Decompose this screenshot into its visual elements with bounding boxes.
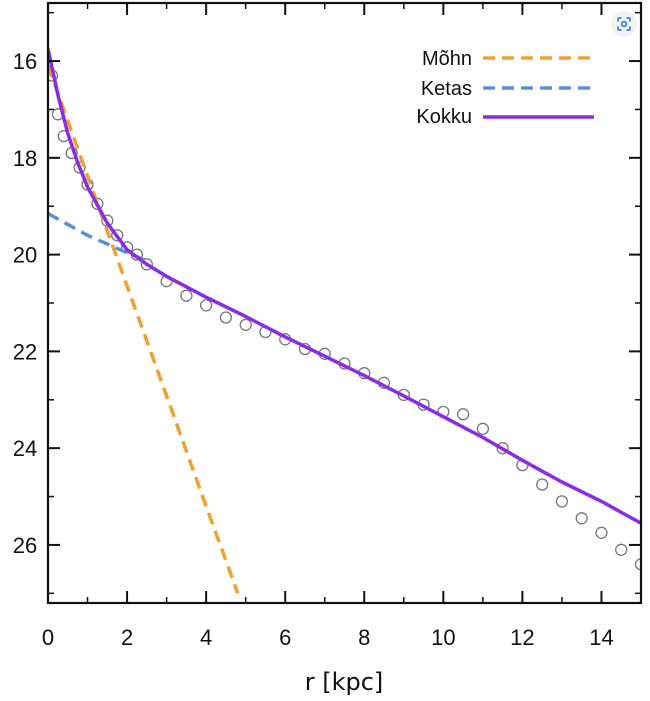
data-point — [120, 241, 134, 254]
data-point — [476, 422, 490, 435]
y-tick-label: 16 — [13, 49, 37, 74]
data-point — [140, 258, 153, 271]
series-line-kokku — [48, 48, 641, 525]
data-point — [536, 478, 549, 491]
data-point — [73, 161, 86, 174]
y-tick-label: 26 — [13, 533, 37, 558]
x-tick-label: 12 — [510, 625, 534, 650]
x-tick-label: 4 — [200, 625, 212, 650]
data-point — [496, 442, 509, 455]
plot-frame — [46, 1, 643, 605]
data-point — [634, 558, 641, 571]
data-point — [239, 318, 252, 331]
x-tick-label: 6 — [279, 625, 291, 650]
plot-area — [48, 3, 641, 603]
x-axis-title: r [kpc] — [305, 668, 384, 696]
data-point — [615, 543, 628, 556]
visual-search-button[interactable] — [611, 11, 637, 37]
legend: Mõhn Ketas Kokku — [416, 48, 594, 128]
data-point — [219, 311, 233, 324]
data-point — [595, 526, 608, 539]
legend-label-ketas: Ketas — [421, 78, 472, 100]
legend-label-mohn: Mõhn — [422, 48, 472, 70]
data-point — [456, 408, 470, 421]
x-tick-label: 14 — [589, 625, 613, 650]
y-tick-label: 24 — [13, 436, 37, 461]
data-layer — [48, 48, 641, 594]
y-tick-label: 22 — [13, 339, 37, 364]
y-tick-label: 20 — [13, 243, 37, 268]
data-markers — [48, 69, 641, 571]
data-point — [575, 512, 588, 525]
x-tick-label: 10 — [431, 625, 455, 650]
y-tick-label: 18 — [13, 146, 37, 171]
x-tick-label: 8 — [358, 625, 370, 650]
data-point — [555, 495, 569, 508]
visual-search-icon — [617, 17, 631, 31]
series-line-mohn — [48, 65, 240, 594]
x-tick-label: 2 — [121, 625, 133, 650]
data-point — [111, 229, 124, 242]
x-tick-label: 0 — [42, 625, 54, 650]
data-point — [180, 289, 193, 302]
data-point — [199, 299, 213, 312]
legend-label-kokku: Kokku — [416, 106, 472, 128]
